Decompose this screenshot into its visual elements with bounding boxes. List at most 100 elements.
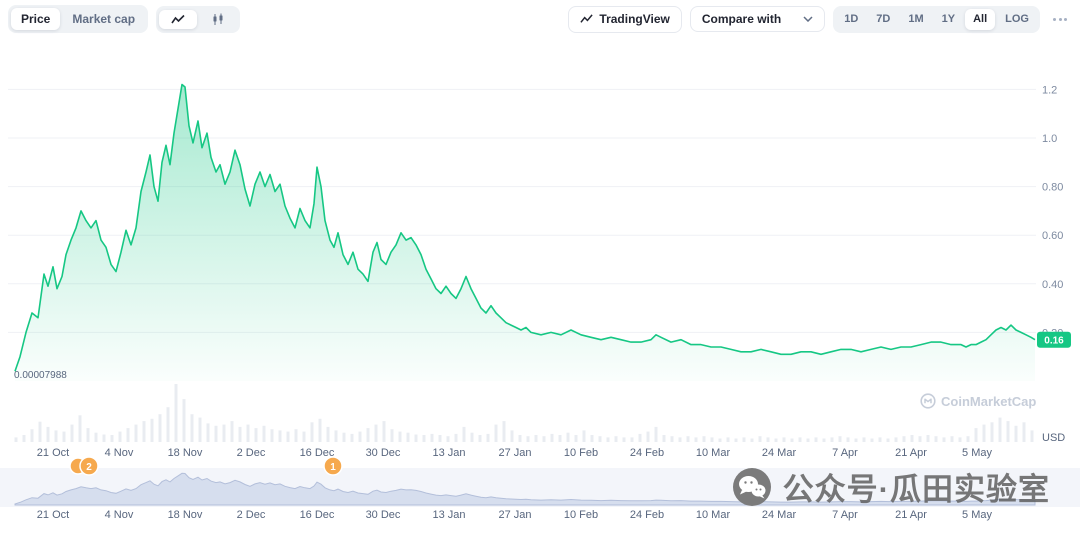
volume-bar <box>958 437 962 442</box>
volume-bar <box>758 436 762 442</box>
volume-bar <box>862 437 866 442</box>
volume-bar <box>198 417 202 442</box>
volume-bar <box>990 422 994 442</box>
range-1d-button[interactable]: 1D <box>836 9 866 30</box>
volume-bar <box>14 437 18 442</box>
volume-bar <box>350 433 354 442</box>
tradingview-button[interactable]: TradingView <box>568 5 682 33</box>
price-marketcap-toggle: Price Market cap <box>8 5 149 33</box>
volume-bar <box>278 430 282 442</box>
navigator-x-label: 2 Dec <box>237 509 266 521</box>
volume-bar <box>686 436 690 442</box>
volume-bar <box>542 436 546 442</box>
volume-bar <box>54 430 58 442</box>
volume-bar <box>342 432 346 442</box>
volume-bar <box>942 437 946 442</box>
x-axis-label: 16 Dec <box>300 447 335 459</box>
volume-bar <box>846 437 850 442</box>
volume-bar <box>566 432 570 442</box>
more-options-button[interactable] <box>1048 10 1072 29</box>
volume-bar <box>870 438 874 442</box>
volume-bar <box>910 435 914 442</box>
coinmarketcap-logo-icon <box>920 393 936 409</box>
volume-bar <box>142 421 146 442</box>
volume-bar <box>614 436 618 442</box>
volume-bar <box>1030 430 1034 442</box>
navigator-area[interactable] <box>14 472 1036 506</box>
volume-bar <box>22 435 26 442</box>
current-price-label: 0.16 <box>1044 336 1064 347</box>
volume-bar <box>486 433 490 442</box>
navigator-x-label: 24 Mar <box>762 509 797 521</box>
volume-bar <box>558 435 562 442</box>
volume-bar <box>622 437 626 442</box>
volume-bar <box>166 407 170 442</box>
volume-bar <box>94 432 98 442</box>
y-axis-tick: 0.60 <box>1042 230 1063 242</box>
volume-bar <box>478 435 482 442</box>
volume-bar <box>646 431 650 442</box>
wechat-icon <box>732 467 771 506</box>
navigator-x-label: 21 Oct <box>37 509 69 521</box>
navigator-x-label: 30 Dec <box>366 509 401 521</box>
volume-bar <box>238 426 242 442</box>
volume-bar <box>574 435 578 442</box>
volume-bar <box>638 433 642 442</box>
volume-bar <box>110 435 114 442</box>
x-axis-label: 5 May <box>962 447 992 459</box>
volume-bar <box>974 428 978 442</box>
volume-bar <box>518 435 522 442</box>
volume-bar <box>494 424 498 442</box>
chart-type-toggle <box>156 5 241 33</box>
volume-bar <box>550 433 554 442</box>
volume-bar <box>966 436 970 442</box>
y-axis-unit: USD <box>1042 432 1065 444</box>
volume-bar <box>654 426 658 442</box>
line-chart-icon <box>171 14 185 23</box>
volume-bar <box>454 433 458 442</box>
candlestick-chart-type-button[interactable] <box>199 9 237 30</box>
volume-bar <box>438 435 442 442</box>
tradingview-icon <box>580 13 594 23</box>
range-7d-button[interactable]: 7D <box>868 9 898 30</box>
x-axis-label: 21 Oct <box>37 447 69 459</box>
volume-bar <box>598 436 602 442</box>
volume-bar <box>710 437 714 442</box>
event-marker[interactable] <box>323 456 343 476</box>
market-cap-tab[interactable]: Market cap <box>62 8 145 30</box>
candlestick-icon <box>213 13 223 25</box>
line-chart-type-button[interactable] <box>159 9 198 29</box>
volume-bar <box>950 436 954 442</box>
volume-bar <box>878 437 882 442</box>
range-log-button[interactable]: LOG <box>997 9 1037 30</box>
volume-bar <box>894 437 898 442</box>
volume-bar <box>70 424 74 442</box>
range-1m-button[interactable]: 1M <box>900 9 931 30</box>
volume-bar <box>934 436 938 442</box>
compare-with-dropdown[interactable]: Compare with <box>689 6 826 32</box>
volume-bar <box>926 435 930 442</box>
coinmarketcap-watermark-label: CoinMarketCap <box>941 393 1037 409</box>
volume-bar <box>318 418 322 442</box>
volume-bar <box>462 426 466 442</box>
current-price-badge <box>1037 331 1071 348</box>
volume-bar <box>246 424 250 442</box>
volume-bar <box>678 437 682 442</box>
navigator-x-label: 5 May <box>962 509 992 521</box>
x-axis-label: 24 Mar <box>762 447 797 459</box>
volume-bar <box>262 425 266 442</box>
volume-bar <box>734 438 738 442</box>
range-1y-button[interactable]: 1Y <box>934 9 963 30</box>
volume-bar <box>582 430 586 442</box>
volume-bar <box>982 424 986 442</box>
navigator-x-label: 10 Mar <box>696 509 731 521</box>
price-tab[interactable]: Price <box>11 8 61 30</box>
volume-bar <box>838 436 842 442</box>
volume-bar <box>766 437 770 442</box>
event-marker[interactable] <box>79 456 99 476</box>
navigator-x-label: 27 Jan <box>498 509 531 521</box>
navigator-x-label: 4 Nov <box>105 509 134 521</box>
wechat-watermark-label: 公众号·瓜田实验室 <box>782 472 1050 507</box>
range-all-button[interactable]: All <box>965 8 996 30</box>
